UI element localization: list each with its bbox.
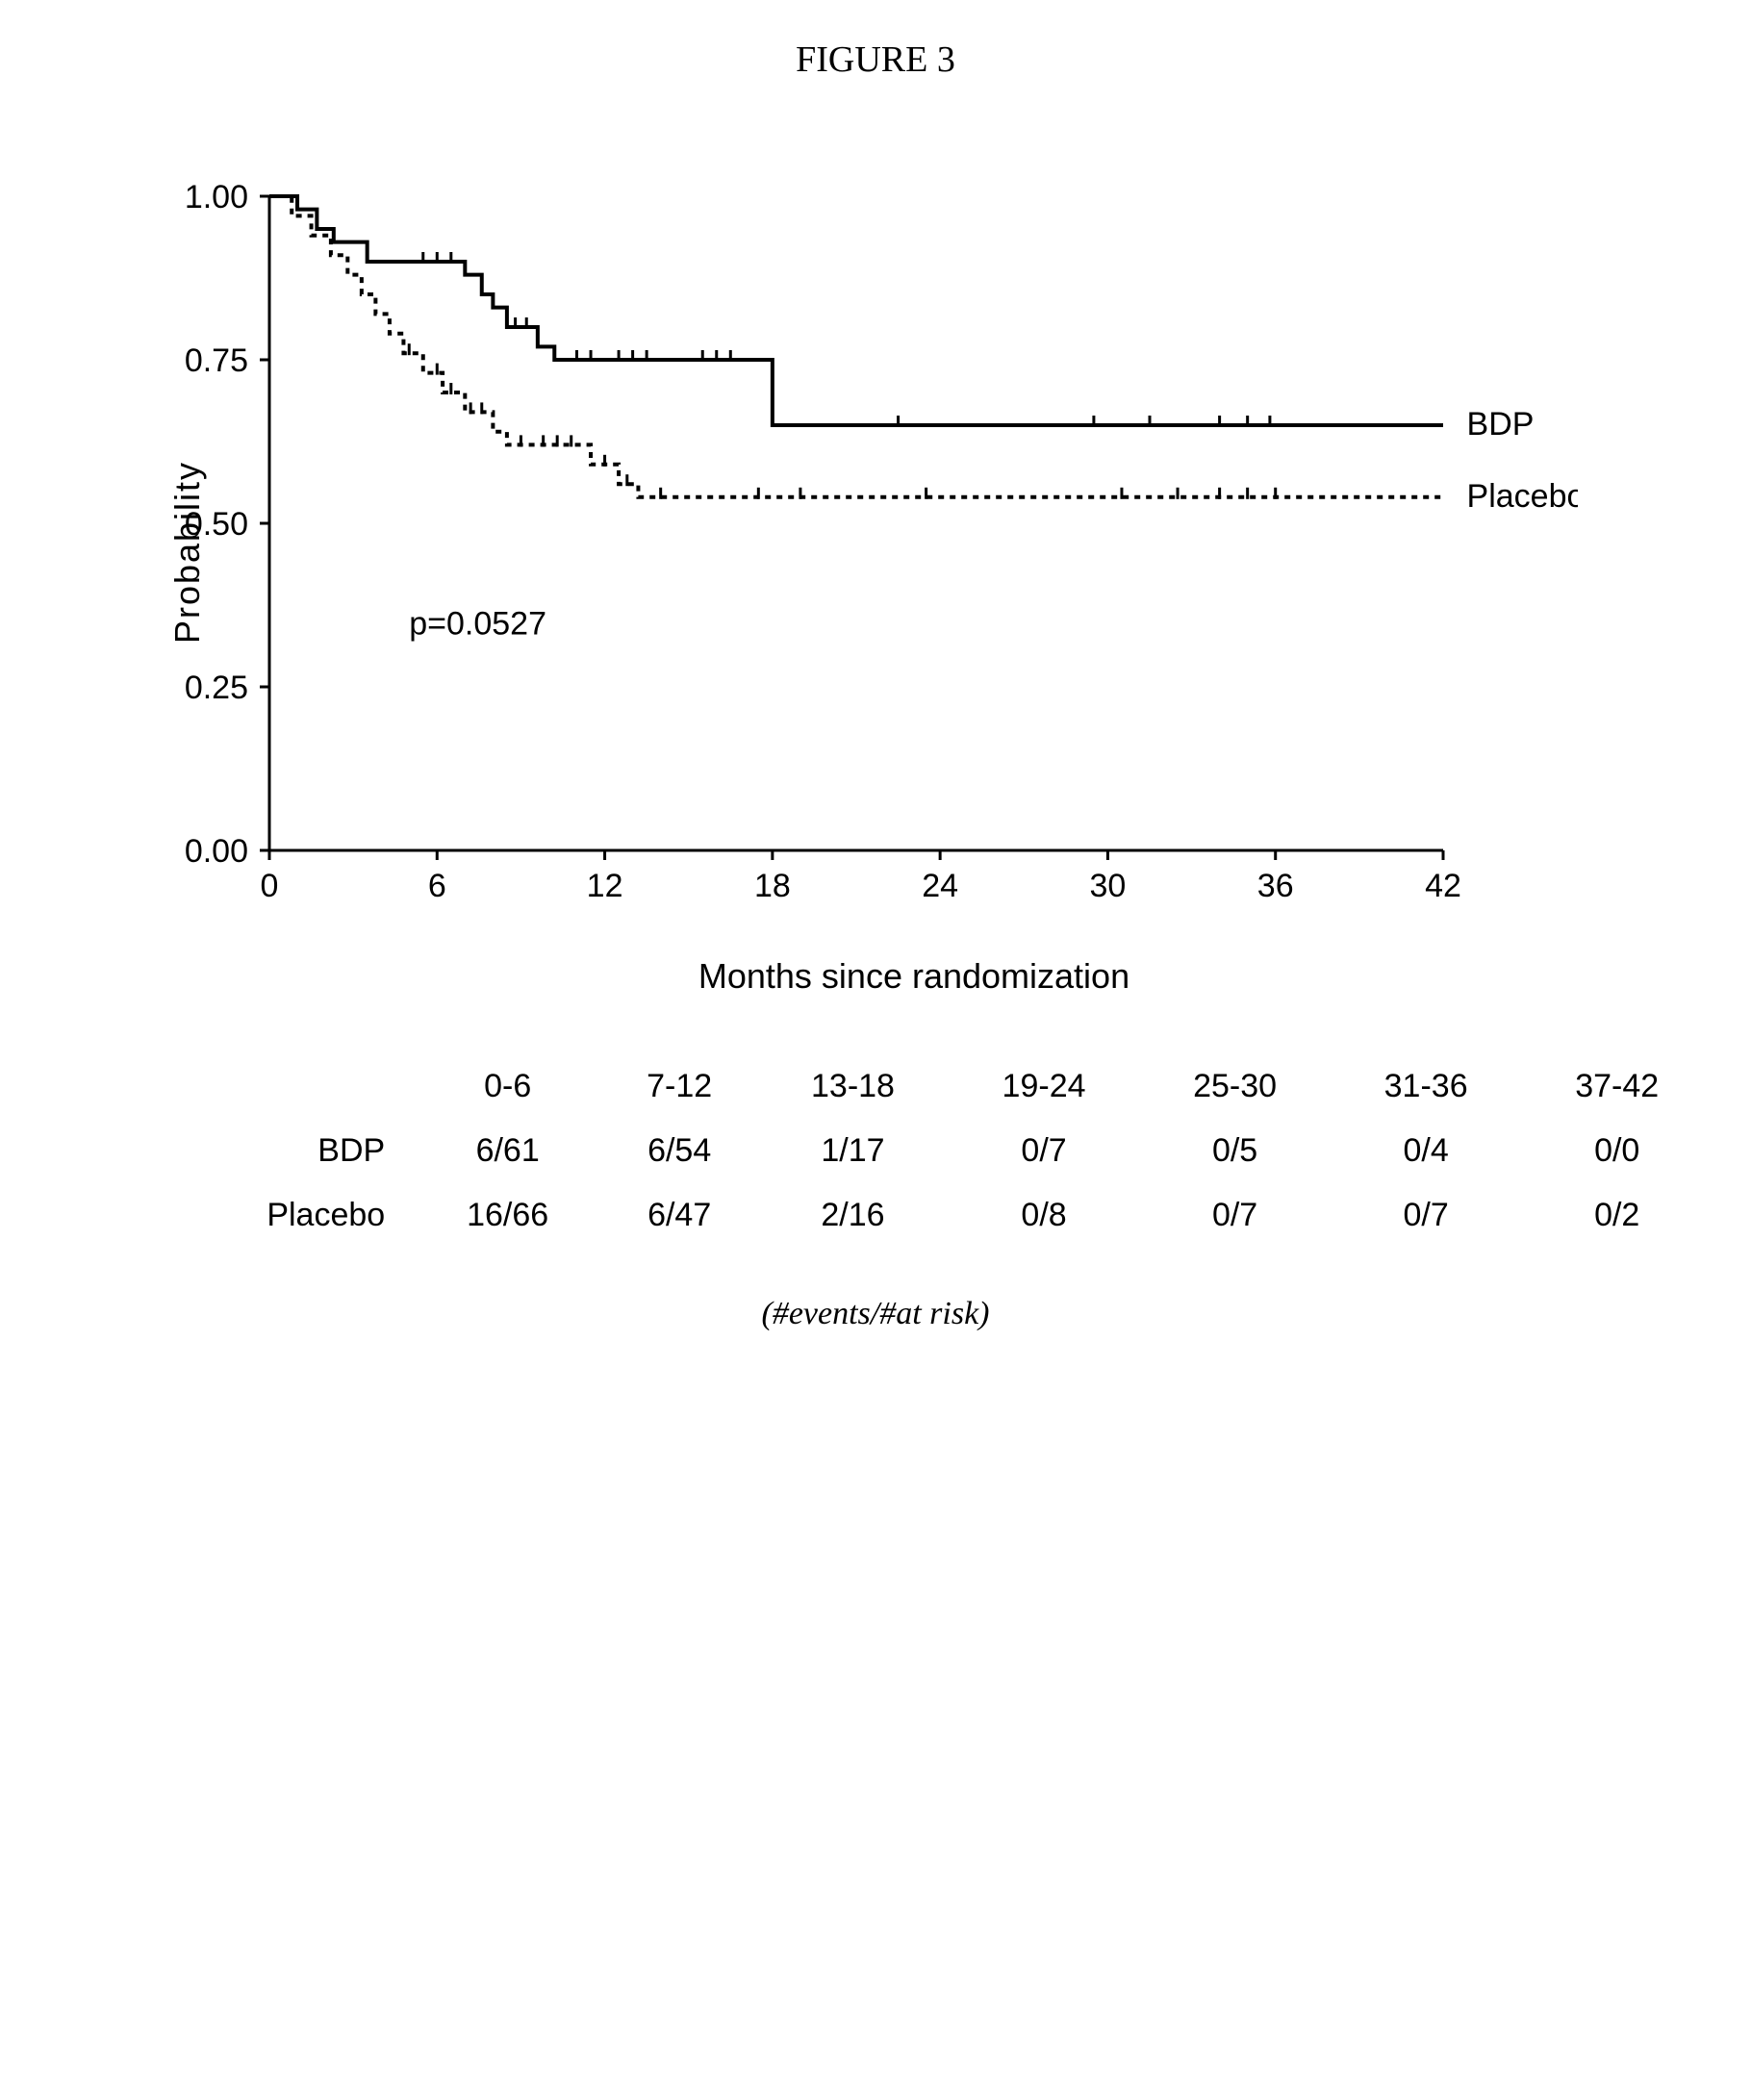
chart-svg: 0.000.250.500.751.0006121824303642BDPPla… [115,158,1578,947]
risk-table-cell: 0/2 [1521,1183,1713,1248]
risk-table-cell: 0/5 [1139,1119,1331,1183]
svg-text:0.25: 0.25 [185,670,248,706]
risk-table-cell: 16/66 [414,1183,601,1248]
risk-table-cell: 0/4 [1331,1119,1522,1183]
y-axis-label: Probability [167,461,208,644]
x-axis-label: Months since randomization [115,956,1713,997]
svg-text:6: 6 [428,868,446,904]
risk-table-cell: 0/7 [1331,1183,1522,1248]
svg-text:30: 30 [1090,868,1127,904]
risk-table-cell: 6/54 [601,1119,757,1183]
svg-text:Placebo: Placebo [1467,478,1578,515]
risk-table-row-label: BDP [115,1119,414,1183]
risk-table-cell: 6/61 [414,1119,601,1183]
svg-text:0.75: 0.75 [185,342,248,379]
risk-table-header-cell: 37-42 [1521,1054,1713,1119]
svg-text:24: 24 [922,868,958,904]
risk-table-cell: 0/7 [1139,1183,1331,1248]
svg-text:0.00: 0.00 [185,833,248,870]
risk-table-header-cell: 13-18 [757,1054,949,1119]
svg-text:36: 36 [1257,868,1294,904]
svg-text:BDP: BDP [1467,406,1535,443]
svg-text:42: 42 [1425,868,1461,904]
risk-table-cell: 1/17 [757,1119,949,1183]
risk-table-header-cell: 19-24 [949,1054,1140,1119]
risk-table-row-label: Placebo [115,1183,414,1248]
risk-table-header-cell: 7-12 [601,1054,757,1119]
risk-table-blank [115,1054,414,1119]
risk-table-header-cell: 0-6 [414,1054,601,1119]
km-chart: Probability 0.000.250.500.751.0006121824… [115,158,1713,947]
risk-table-cell: 0/7 [949,1119,1140,1183]
svg-text:12: 12 [587,868,623,904]
risk-table-header-cell: 31-36 [1331,1054,1522,1119]
risk-table-cell: 0/0 [1521,1119,1713,1183]
risk-table-cell: 6/47 [601,1183,757,1248]
svg-text:0: 0 [261,868,279,904]
svg-text:18: 18 [754,868,791,904]
risk-table-cell: 0/8 [949,1183,1140,1248]
risk-table: 0-67-1213-1819-2425-3031-3637-42 BDP6/616… [115,1054,1713,1248]
figure-caption: (#events/#at risk) [38,1296,1713,1332]
svg-text:1.00: 1.00 [185,179,248,215]
svg-text:p=0.0527: p=0.0527 [409,606,546,643]
risk-table-header-cell: 25-30 [1139,1054,1331,1119]
risk-table-cell: 2/16 [757,1183,949,1248]
figure-title: FIGURE 3 [38,38,1713,81]
